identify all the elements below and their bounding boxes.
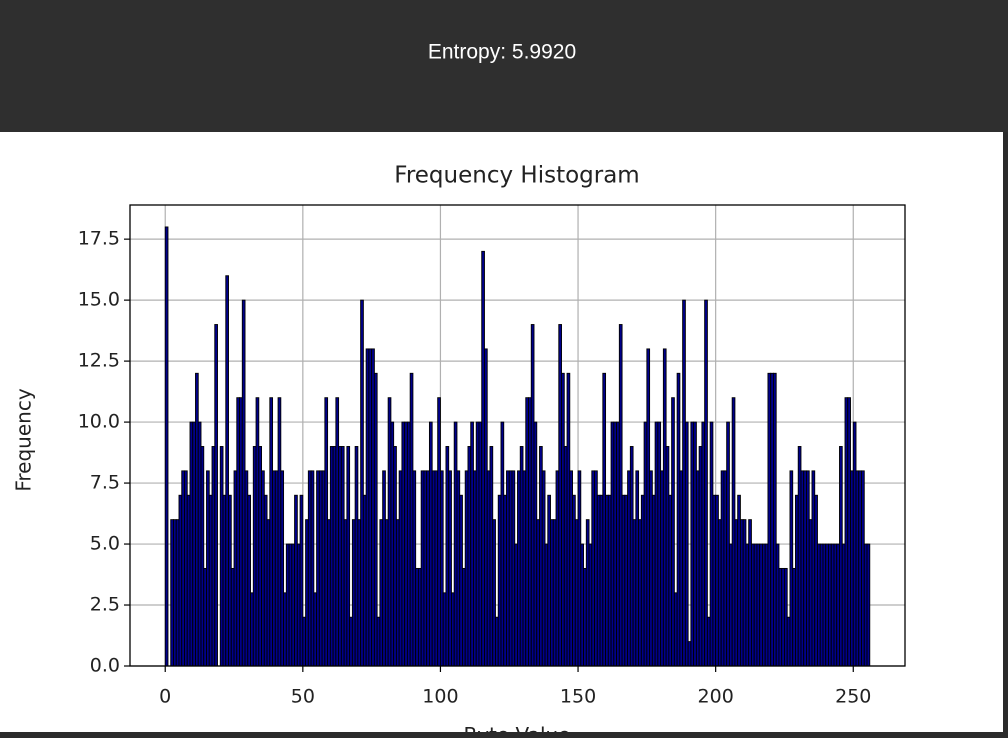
- entropy-label: Entropy: 5.9920: [428, 41, 576, 64]
- bar: [866, 543, 871, 667]
- y-tick-label: 7.5: [90, 472, 120, 494]
- header-bar: [0, 0, 1008, 132]
- x-tick-label: 200: [698, 686, 734, 708]
- x-tick-label: 250: [835, 686, 871, 708]
- chart-title: Frequency Histogram: [394, 163, 639, 189]
- y-tick-label: 12.5: [78, 350, 120, 372]
- axes-frame: [129, 204, 906, 667]
- bar: [684, 421, 689, 667]
- bottom-border: [0, 732, 1008, 738]
- y-tick-label: 5.0: [90, 533, 120, 555]
- y-tick-label: 17.5: [78, 228, 120, 250]
- y-tick-label: 10.0: [78, 411, 120, 433]
- x-tick-label: 150: [560, 686, 596, 708]
- bar: [704, 299, 708, 667]
- x-tick-label: 50: [291, 686, 315, 708]
- y-axis-label: Frequency: [12, 388, 36, 491]
- bar: [164, 226, 169, 667]
- x-tick-label: 0: [159, 686, 171, 708]
- y-tick-label: 2.5: [90, 594, 120, 616]
- histogram: 0 50 100 150 200 250 0.0 2.5 5.0 7.5 10.0 12.5 15.0 1…: [78, 204, 906, 708]
- x-tick-label: 100: [422, 686, 458, 708]
- bar: [214, 324, 218, 667]
- y-tick-label: 0.0: [90, 655, 120, 677]
- y-tick-label: 15.0: [78, 289, 120, 311]
